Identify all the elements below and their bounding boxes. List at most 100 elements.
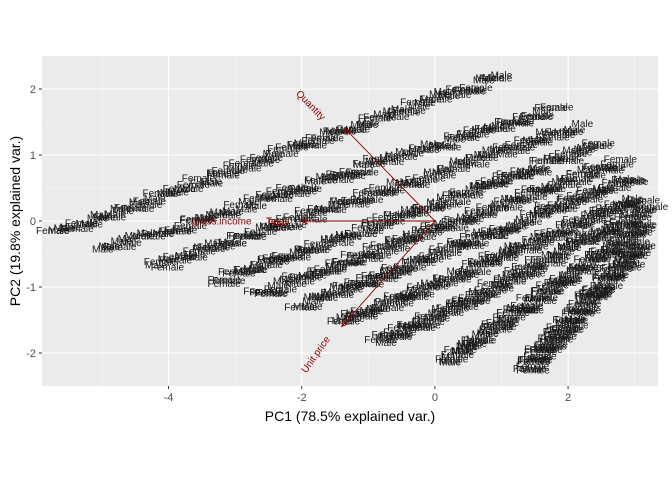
point-label: Female xyxy=(206,168,240,179)
point-label: Male xyxy=(540,287,562,298)
point-label: Male xyxy=(585,188,607,199)
point-label: Male xyxy=(516,305,538,316)
point-label: Male xyxy=(406,285,428,296)
point-label: Male xyxy=(613,175,635,186)
point-label: Male xyxy=(451,346,473,357)
point-label: Female xyxy=(566,303,600,314)
point-label: Male xyxy=(584,171,606,182)
point-label: Female xyxy=(361,218,395,229)
point-label: Female xyxy=(516,366,550,377)
point-label: Male xyxy=(597,186,619,197)
point-label: Male xyxy=(265,223,287,234)
point-label: Male xyxy=(329,282,351,293)
point-label: Male xyxy=(571,307,593,318)
point-label: Male xyxy=(398,321,420,332)
point-label: Male xyxy=(482,145,504,156)
point-label: Male xyxy=(543,154,565,165)
point-label: Female xyxy=(397,180,431,191)
point-label: Female xyxy=(534,229,568,240)
point-label: Female xyxy=(344,229,378,240)
point-label: Male xyxy=(317,293,339,304)
point-label: Female xyxy=(524,296,558,307)
point-label: Female xyxy=(567,237,601,248)
point-label: Male xyxy=(458,238,480,249)
point-label: Male xyxy=(477,329,499,340)
point-label: Female xyxy=(536,133,570,144)
point-label: Male xyxy=(429,141,451,152)
point-label: Female xyxy=(264,285,298,296)
point-label: Female xyxy=(537,334,571,345)
point-label: Female xyxy=(304,239,338,250)
point-label: Male xyxy=(491,70,513,81)
point-label: Female xyxy=(600,160,634,171)
point-label: Female xyxy=(331,197,365,208)
point-label: Male xyxy=(461,340,483,351)
point-label: Female xyxy=(327,316,361,327)
point-label: Female xyxy=(615,177,649,188)
point-label: Female xyxy=(521,111,555,122)
point-label: Male xyxy=(631,209,653,220)
point-label: Female xyxy=(103,242,137,253)
point-label: Female xyxy=(250,260,284,271)
point-label: Female xyxy=(179,215,213,226)
point-label: Male xyxy=(628,245,650,256)
point-label: Female xyxy=(403,258,437,269)
point-label: Male xyxy=(60,222,82,233)
point-label: Male xyxy=(430,201,452,212)
point-label: Female xyxy=(457,296,491,307)
point-label: Female xyxy=(551,156,585,167)
point-label: Male xyxy=(267,281,289,292)
point-label: Female xyxy=(352,159,386,170)
point-label: Male xyxy=(432,167,454,178)
point-label: Female xyxy=(570,194,604,205)
point-label: Female xyxy=(371,330,405,341)
point-label: Male xyxy=(343,314,365,325)
point-label: Female xyxy=(249,287,283,298)
point-label: Female xyxy=(265,149,299,160)
point-label: Female xyxy=(163,184,197,195)
point-label: Female xyxy=(114,203,148,214)
point-label: Male xyxy=(601,245,623,256)
loading-label: cogs xyxy=(269,216,290,227)
point-label: Female xyxy=(561,309,595,320)
point-label: Female xyxy=(314,205,348,216)
point-label: Male xyxy=(516,167,538,178)
point-label: Female xyxy=(325,258,359,269)
point-label: Female xyxy=(479,73,513,84)
point-label: Female xyxy=(392,234,426,245)
point-label: Female xyxy=(262,254,296,265)
point-label: Female xyxy=(340,309,374,320)
point-label: Male xyxy=(250,260,272,271)
point-label: Female xyxy=(255,190,289,201)
point-label: Male xyxy=(548,250,570,261)
point-label: Female xyxy=(423,171,457,182)
x-tick-label: 0 xyxy=(432,392,438,404)
point-label: Male xyxy=(428,309,450,320)
point-label: Male xyxy=(505,222,527,233)
point-label: Female xyxy=(523,352,557,363)
point-label: Female xyxy=(438,275,472,286)
point-label: Female xyxy=(447,237,481,248)
point-label: Female xyxy=(420,222,454,233)
point-label: Male xyxy=(408,102,430,113)
point-label: Female xyxy=(436,303,470,314)
point-label: Female xyxy=(509,242,543,253)
point-label: Male xyxy=(471,125,493,136)
point-label: Female xyxy=(459,83,493,94)
point-label: Female xyxy=(419,95,453,106)
point-label: Male xyxy=(584,209,606,220)
point-label: Male xyxy=(235,266,257,277)
point-label: Male xyxy=(561,316,583,327)
point-label: Female xyxy=(505,140,539,151)
point-label: Female xyxy=(484,250,518,261)
point-label: Female xyxy=(540,228,574,239)
point-label: Female xyxy=(397,320,431,331)
point-label: Male xyxy=(326,127,348,138)
point-label: Female xyxy=(568,305,602,316)
point-label: Male xyxy=(111,236,133,247)
point-label: Female xyxy=(214,239,248,250)
point-label: Female xyxy=(294,244,328,255)
point-label: Female xyxy=(511,305,545,316)
point-label: Female xyxy=(476,231,510,242)
point-label: Male xyxy=(441,352,463,363)
